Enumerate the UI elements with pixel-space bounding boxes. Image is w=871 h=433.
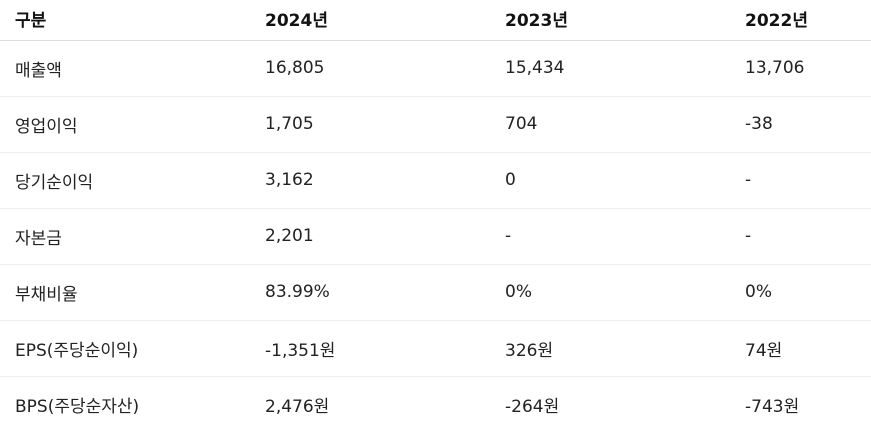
- row-label: BPS(주당순자산): [15, 396, 140, 417]
- table-row: 영업이익 1,705 704 -38: [0, 96, 871, 152]
- header-2024: 2024년: [250, 0, 490, 41]
- cell-2022: -743원: [745, 396, 800, 417]
- table-row: 부채비율 83.99% 0% 0%: [0, 264, 871, 320]
- table-row: 매출액 16,805 15,434 13,706: [0, 40, 871, 96]
- header-category: 구분: [0, 0, 250, 41]
- table-row: BPS(주당순자산) 2,476원 -264원 -743원: [0, 376, 871, 432]
- table-row: 자본금 2,201 - -: [0, 208, 871, 264]
- cell-2024: 2,476원: [265, 396, 330, 417]
- header-2022: 2022년: [730, 0, 871, 41]
- cell-2024: 83.99%: [265, 282, 330, 302]
- table-row: EPS(주당순이익) -1,351원 326원 74원: [0, 320, 871, 376]
- header-row: 구분 2024년 2023년 2022년: [0, 0, 871, 41]
- cell-2022: 74원: [745, 340, 783, 361]
- row-label: 자본금: [15, 228, 62, 249]
- cell-2023: 0%: [505, 282, 532, 302]
- header-2023: 2023년: [490, 0, 730, 41]
- cell-2023: -264원: [505, 396, 560, 417]
- cell-2022: 13,706: [745, 58, 805, 78]
- cell-2023: 0: [505, 170, 516, 190]
- cell-2024: 2,201: [265, 226, 314, 246]
- cell-2024: 3,162: [265, 170, 314, 190]
- row-label: EPS(주당순이익): [15, 340, 139, 361]
- row-label: 부채비율: [15, 284, 78, 305]
- cell-2024: 16,805: [265, 58, 325, 78]
- cell-2023: 15,434: [505, 58, 565, 78]
- cell-2023: 704: [505, 114, 538, 134]
- cell-2023: -: [505, 226, 512, 246]
- cell-2022: 0%: [745, 282, 772, 302]
- cell-2024: -1,351원: [265, 340, 336, 361]
- cell-2022: -38: [745, 114, 773, 134]
- row-label: 영업이익: [15, 116, 78, 137]
- table-row: 당기순이익 3,162 0 -: [0, 152, 871, 208]
- row-label: 매출액: [15, 60, 62, 81]
- cell-2024: 1,705: [265, 114, 314, 134]
- row-label: 당기순이익: [15, 172, 94, 193]
- cell-2022: -: [745, 170, 752, 190]
- cell-2022: -: [745, 226, 752, 246]
- cell-2023: 326원: [505, 340, 554, 361]
